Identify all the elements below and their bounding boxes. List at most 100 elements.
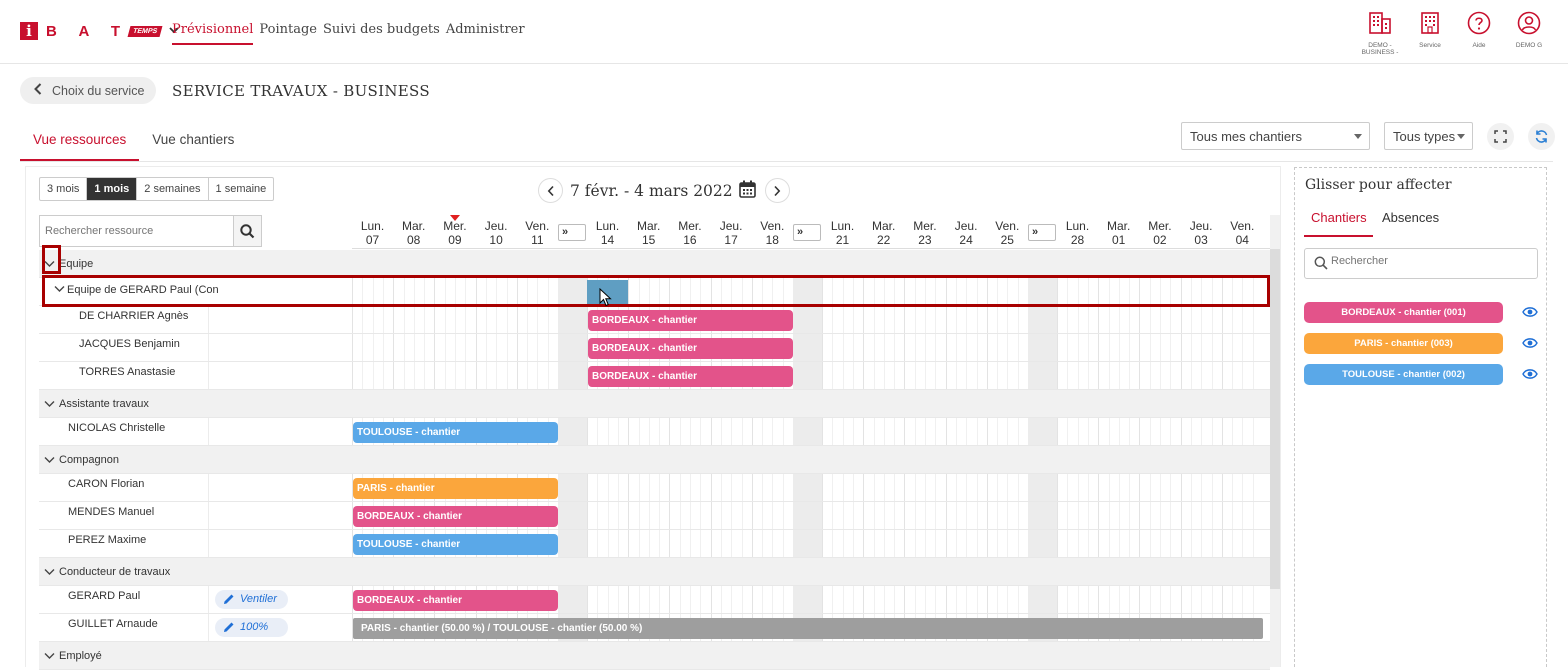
cell-divider	[925, 502, 926, 529]
expand-weekend-button[interactable]: »	[1028, 224, 1056, 241]
resource-search-button[interactable]	[233, 216, 261, 246]
day-cells[interactable]	[352, 250, 1270, 277]
allocation-pill[interactable]: 100%	[215, 618, 288, 637]
next-period-button[interactable]	[764, 178, 790, 203]
chevron-down-icon[interactable]	[169, 26, 179, 37]
assignment-bar[interactable]: TOULOUSE - chantier	[353, 422, 558, 443]
tool-user[interactable]: DEMO G	[1505, 10, 1553, 49]
day-cells[interactable]: TOULOUSE - chantier	[352, 418, 1270, 445]
chantier-chip[interactable]: PARIS - chantier (003)	[1304, 333, 1503, 354]
cell-divider	[966, 502, 968, 529]
assignment-bar[interactable]: BORDEAUX - chantier	[588, 366, 793, 387]
day-cells[interactable]	[352, 278, 1270, 305]
assignment-bar[interactable]: PARIS - chantier	[353, 478, 558, 499]
day-cells[interactable]	[352, 390, 1270, 417]
chevron-down-icon[interactable]	[44, 453, 55, 467]
tool-company[interactable]: DEMO - BUSINESS -	[1356, 10, 1404, 56]
cell-divider	[842, 418, 844, 445]
assignment-bar[interactable]: BORDEAUX - chantier	[588, 310, 793, 331]
chevron-down-icon[interactable]	[44, 257, 55, 271]
expand-weekend-button[interactable]: »	[793, 224, 821, 241]
row-label: PEREZ Maxime	[68, 534, 147, 546]
cell-divider	[904, 418, 906, 445]
assignment-bar[interactable]: BORDEAUX - chantier	[353, 590, 558, 611]
day-cells[interactable]	[352, 446, 1270, 473]
cell-divider	[1067, 306, 1069, 333]
assignment-bar[interactable]: PARIS - chantier (50.00 %) / TOULOUSE - …	[353, 618, 1263, 639]
cell-divider	[475, 362, 477, 389]
scrollbar-thumb[interactable]	[1270, 249, 1280, 589]
cell-divider	[424, 306, 426, 333]
tab-vue-chantiers[interactable]: Vue chantiers	[152, 132, 235, 147]
day-cells[interactable]: PARIS - chantier (50.00 %) / TOULOUSE - …	[352, 614, 1270, 641]
chevron-down-icon[interactable]	[54, 282, 65, 296]
allocation-pill[interactable]: Ventiler	[215, 590, 288, 609]
cell-divider	[1017, 474, 1019, 501]
cell-divider	[1160, 362, 1161, 389]
tab-chantiers[interactable]: Chantiers	[1304, 210, 1373, 237]
cell-divider	[741, 418, 743, 445]
app-logo[interactable]: i B A T TEMPS	[20, 22, 179, 40]
cell-divider	[782, 530, 784, 557]
nav-administrer[interactable]: Administrer	[445, 22, 525, 37]
chevron-down-icon[interactable]	[44, 397, 55, 411]
resource-search-input[interactable]	[40, 216, 230, 246]
calendar-icon[interactable]	[738, 180, 756, 201]
types-filter-select[interactable]: Tous types	[1384, 122, 1473, 150]
period-1-mois[interactable]: 1 mois	[87, 178, 138, 200]
day-cells[interactable]: BORDEAUX - chantier	[352, 306, 1270, 333]
tab-vue-ressources[interactable]: Vue ressources	[20, 122, 140, 161]
nav-pointage[interactable]: Pointage	[259, 22, 317, 37]
period-1-semaine[interactable]: 1 semaine	[215, 183, 267, 195]
cell-divider	[822, 278, 823, 305]
day-header: Jeu. 24	[946, 219, 987, 247]
cell-divider	[762, 530, 764, 557]
day-cells[interactable]: PARIS - chantier	[352, 474, 1270, 501]
row-label: NICOLAS Christelle	[68, 422, 166, 434]
day-number: 23	[918, 233, 932, 247]
cell-divider	[741, 586, 743, 613]
cell-divider	[1201, 418, 1203, 445]
cell-divider	[1067, 586, 1069, 613]
cell-divider	[1017, 502, 1019, 529]
assignment-bar[interactable]: TOULOUSE - chantier	[353, 534, 558, 555]
eye-icon[interactable]	[1522, 337, 1538, 352]
cell-divider	[1170, 586, 1172, 613]
chevron-down-icon[interactable]	[44, 565, 55, 579]
day-number: 28	[1070, 233, 1085, 247]
day-number: 03	[1194, 233, 1208, 247]
chantier-search-input[interactable]	[1331, 255, 1521, 267]
expand-weekend-button[interactable]: »	[558, 224, 586, 241]
day-cells[interactable]: BORDEAUX - chantier	[352, 586, 1270, 613]
eye-icon[interactable]	[1522, 368, 1538, 383]
nav-previsionnel[interactable]: Prévisionnel	[172, 22, 254, 45]
day-cells[interactable]	[352, 642, 1270, 669]
eye-icon[interactable]	[1522, 306, 1538, 321]
cell-divider	[997, 362, 999, 389]
fullscreen-button[interactable]	[1487, 123, 1514, 150]
prev-period-button[interactable]	[538, 178, 563, 203]
day-cells[interactable]: BORDEAUX - chantier	[352, 334, 1270, 361]
day-cells[interactable]: BORDEAUX - chantier	[352, 502, 1270, 529]
chantiers-filter-select[interactable]: Tous mes chantiers	[1181, 122, 1370, 150]
period-2-semaines[interactable]: 2 semaines	[137, 178, 209, 200]
chantier-chip[interactable]: BORDEAUX - chantier (001)	[1304, 302, 1503, 323]
nav-suivi-budgets[interactable]: Suivi des budgets	[323, 22, 440, 37]
chevron-down-icon[interactable]	[44, 649, 55, 663]
day-cells[interactable]: BORDEAUX - chantier	[352, 362, 1270, 389]
period-3-mois[interactable]: 3 mois	[40, 178, 88, 200]
tool-service[interactable]: Service	[1406, 10, 1454, 49]
cell-divider	[607, 502, 609, 529]
cell-divider	[1077, 362, 1079, 389]
day-cells[interactable]: TOULOUSE - chantier	[352, 530, 1270, 557]
back-to-service-button[interactable]: Choix du service	[20, 77, 157, 104]
tab-absences[interactable]: Absences	[1382, 210, 1440, 225]
tool-help[interactable]: Aide	[1455, 10, 1503, 49]
selected-cell[interactable]	[587, 280, 629, 304]
assignment-bar[interactable]: BORDEAUX - chantier	[353, 506, 558, 527]
chantier-chip[interactable]: TOULOUSE - chantier (002)	[1304, 364, 1503, 385]
refresh-button[interactable]	[1528, 123, 1555, 150]
assignment-bar[interactable]: BORDEAUX - chantier	[588, 338, 793, 359]
day-cells[interactable]	[352, 558, 1270, 585]
cell-divider	[1057, 306, 1058, 333]
